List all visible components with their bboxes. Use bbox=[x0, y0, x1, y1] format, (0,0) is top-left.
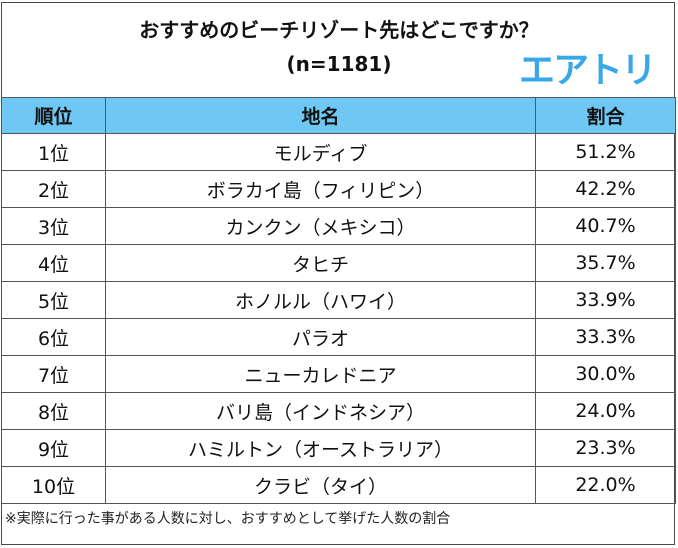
footnote: ※実際に行った事がある人数に対し、おすすめとして挙げた人数の割合 bbox=[5, 511, 451, 527]
svg-text:エアトリ: エアトリ bbox=[519, 50, 655, 88]
ratio-cell: 33.3% bbox=[535, 318, 676, 356]
place-cell: パラオ bbox=[105, 318, 536, 356]
place-cell: バリ島（インドネシア） bbox=[105, 392, 536, 430]
column-header-rank: 順位 bbox=[1, 97, 106, 134]
ranking-table: 順位 地名 割合 1位 モルディブ 51.2% 2位 ボラカイ島（フィリピン） … bbox=[1, 97, 676, 504]
table-row: 6位 パラオ 33.3% bbox=[1, 318, 676, 356]
rank-cell: 10位 bbox=[1, 466, 106, 504]
rank-cell: 3位 bbox=[1, 207, 106, 245]
table-row: 9位 ハミルトン（オーストラリア） 23.3% bbox=[1, 429, 676, 467]
rank-cell: 4位 bbox=[1, 244, 106, 282]
rank-cell: 5位 bbox=[1, 281, 106, 319]
rank-cell: 9位 bbox=[1, 429, 106, 467]
place-cell: ボラカイ島（フィリピン） bbox=[105, 170, 536, 208]
table-row: 2位 ボラカイ島（フィリピン） 42.2% bbox=[1, 170, 676, 208]
place-cell: ホノルル（ハワイ） bbox=[105, 281, 536, 319]
place-cell: ニューカレドニア bbox=[105, 355, 536, 393]
place-cell: モルディブ bbox=[105, 133, 536, 171]
table-row: 5位 ホノルル（ハワイ） 33.9% bbox=[1, 281, 676, 319]
ratio-cell: 33.9% bbox=[535, 281, 676, 319]
table-row: 4位 タヒチ 35.7% bbox=[1, 244, 676, 282]
place-cell: タヒチ bbox=[105, 244, 536, 282]
sample-size: (n=1181) bbox=[286, 52, 392, 76]
rank-cell: 6位 bbox=[1, 318, 106, 356]
page-title: おすすめのビーチリゾート先はどこですか？ bbox=[139, 18, 539, 42]
table-row: 8位 バリ島（インドネシア） 24.0% bbox=[1, 392, 676, 430]
ratio-cell: 42.2% bbox=[535, 170, 676, 208]
ratio-cell: 22.0% bbox=[535, 466, 676, 504]
ratio-cell: 40.7% bbox=[535, 207, 676, 245]
column-header-place: 地名 bbox=[105, 97, 536, 134]
place-cell: カンクン（メキシコ） bbox=[105, 207, 536, 245]
ratio-cell: 23.3% bbox=[535, 429, 676, 467]
table-row: 3位 カンクン（メキシコ） 40.7% bbox=[1, 207, 676, 245]
table-row: 7位 ニューカレドニア 30.0% bbox=[1, 355, 676, 393]
ratio-cell: 35.7% bbox=[535, 244, 676, 282]
ratio-cell: 51.2% bbox=[535, 133, 676, 171]
rank-cell: 1位 bbox=[1, 133, 106, 171]
table-row: 10位 クラビ（タイ） 22.0% bbox=[1, 466, 676, 504]
table-header-row: 順位 地名 割合 bbox=[1, 97, 676, 134]
rank-cell: 8位 bbox=[1, 392, 106, 430]
rank-cell: 2位 bbox=[1, 170, 106, 208]
place-cell: ハミルトン（オーストラリア） bbox=[105, 429, 536, 467]
table-row: 1位 モルディブ 51.2% bbox=[1, 133, 676, 171]
ratio-cell: 24.0% bbox=[535, 392, 676, 430]
rank-cell: 7位 bbox=[1, 355, 106, 393]
place-cell: クラビ（タイ） bbox=[105, 466, 536, 504]
column-header-ratio: 割合 bbox=[535, 97, 676, 134]
airtrip-logo: エアトリ bbox=[519, 50, 657, 88]
ratio-cell: 30.0% bbox=[535, 355, 676, 393]
